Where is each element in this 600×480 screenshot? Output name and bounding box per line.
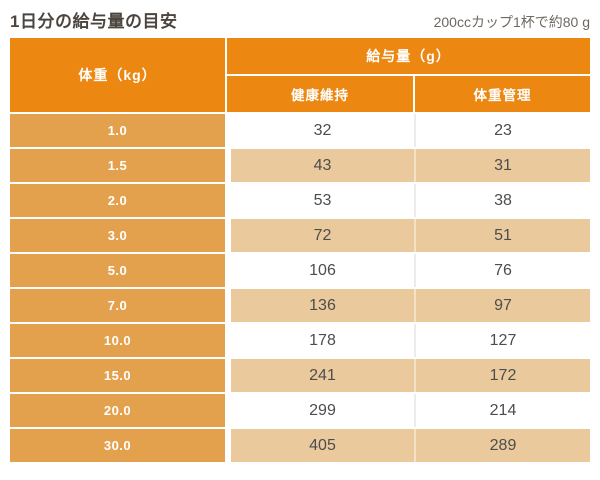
column-divider	[414, 219, 416, 252]
management-value-cell: 51	[416, 219, 590, 252]
maintenance-value-cell: 32	[231, 114, 414, 147]
maintenance-value-cell: 53	[231, 184, 414, 217]
maintenance-value-cell: 178	[231, 324, 414, 357]
row-gap	[225, 184, 231, 217]
amount-header-group: 給与量（g） 健康維持 体重管理	[227, 38, 590, 112]
management-value-cell: 172	[416, 359, 590, 392]
maintenance-value-cell: 72	[231, 219, 414, 252]
table-row: 7.0 136 97	[10, 289, 590, 322]
row-gap	[225, 394, 231, 427]
maintenance-value-cell: 136	[231, 289, 414, 322]
table-row: 15.0 241 172	[10, 359, 590, 392]
feeding-amount-table: 体重（kg） 給与量（g） 健康維持 体重管理 1.0 32 23 1.5 43…	[10, 38, 590, 462]
table-row: 1.0 32 23	[10, 114, 590, 147]
title-row: 1日分の給与量の目安 200ccカップ1杯で約80 g	[10, 6, 590, 32]
maintenance-value-cell: 43	[231, 149, 414, 182]
row-gap	[225, 359, 231, 392]
header-vertical-separator	[225, 38, 227, 112]
column-divider	[414, 289, 416, 322]
management-value-cell: 289	[416, 429, 590, 462]
management-value-cell: 31	[416, 149, 590, 182]
maintenance-value-cell: 106	[231, 254, 414, 287]
column-divider	[414, 114, 416, 147]
sub-header-separator	[413, 76, 415, 112]
amount-group-header: 給与量（g）	[227, 38, 590, 74]
maintenance-column-header: 健康維持	[227, 76, 413, 112]
table-row: 10.0 178 127	[10, 324, 590, 357]
management-value-cell: 38	[416, 184, 590, 217]
table-row: 3.0 72 51	[10, 219, 590, 252]
column-divider	[414, 359, 416, 392]
row-gap	[225, 324, 231, 357]
row-gap	[225, 289, 231, 322]
row-gap	[225, 114, 231, 147]
weight-cell: 1.0	[10, 114, 225, 147]
weight-cell: 5.0	[10, 254, 225, 287]
weight-management-column-header: 体重管理	[415, 76, 590, 112]
weight-cell: 7.0	[10, 289, 225, 322]
column-divider	[414, 254, 416, 287]
management-value-cell: 23	[416, 114, 590, 147]
column-divider	[414, 184, 416, 217]
management-value-cell: 97	[416, 289, 590, 322]
weight-cell: 30.0	[10, 429, 225, 462]
maintenance-value-cell: 241	[231, 359, 414, 392]
header-horizontal-separator	[227, 74, 590, 76]
management-value-cell: 214	[416, 394, 590, 427]
weight-column-header: 体重（kg）	[10, 38, 225, 112]
row-gap	[225, 219, 231, 252]
cup-measure-note: 200ccカップ1杯で約80 g	[433, 14, 590, 30]
management-value-cell: 127	[416, 324, 590, 357]
weight-cell: 20.0	[10, 394, 225, 427]
table-row: 5.0 106 76	[10, 254, 590, 287]
row-gap	[225, 254, 231, 287]
row-gap	[225, 149, 231, 182]
weight-cell: 1.5	[10, 149, 225, 182]
table-row: 2.0 53 38	[10, 184, 590, 217]
column-divider	[414, 324, 416, 357]
page-title: 1日分の給与量の目安	[10, 12, 178, 31]
weight-cell: 10.0	[10, 324, 225, 357]
management-value-cell: 76	[416, 254, 590, 287]
maintenance-value-cell: 405	[231, 429, 414, 462]
column-divider	[414, 149, 416, 182]
column-divider	[414, 429, 416, 462]
column-divider	[414, 394, 416, 427]
weight-cell: 15.0	[10, 359, 225, 392]
table-row: 30.0 405 289	[10, 429, 590, 462]
weight-cell: 2.0	[10, 184, 225, 217]
table-header: 体重（kg） 給与量（g） 健康維持 体重管理	[10, 38, 590, 112]
table-row: 20.0 299 214	[10, 394, 590, 427]
weight-cell: 3.0	[10, 219, 225, 252]
maintenance-value-cell: 299	[231, 394, 414, 427]
table-row: 1.5 43 31	[10, 149, 590, 182]
row-gap	[225, 429, 231, 462]
table-body: 1.0 32 23 1.5 43 31 2.0 53 38 3.0 72 51 …	[10, 114, 590, 462]
sub-header-row: 健康維持 体重管理	[227, 76, 590, 112]
